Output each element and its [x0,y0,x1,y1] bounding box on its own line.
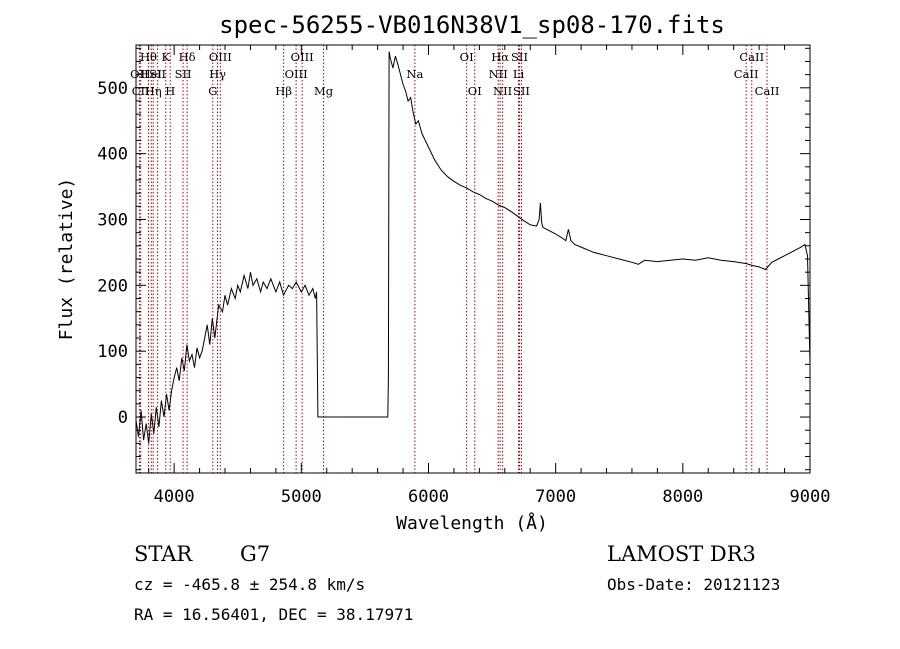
line-label: G [208,84,217,98]
line-label: OI [460,50,474,64]
x-tick-label: 4000 [154,487,195,507]
line-label: SII [175,67,192,81]
line-label: Hη [145,84,162,98]
line-label: HeI [141,67,162,81]
coordinates: RA = 16.56401, DEC = 38.17971 [134,605,413,624]
line-label: SII [511,50,528,64]
x-axis: 4000 5000 6000 7000 8000 9000 [148,45,831,507]
chart-title: spec-56255-VB016N38V1_sp08-170.fits [219,11,725,39]
y-axis-title: Flux (relative) [56,178,77,341]
line-label: CaII [734,67,759,81]
x-tick-label: 5000 [281,487,322,507]
y-tick-label: 400 [97,145,128,165]
line-label: OIII [209,50,232,64]
y-tick-label: 300 [97,210,128,230]
line-label: Na [406,67,423,81]
x-axis-title: Wavelength (Å) [396,512,548,534]
object-class: STAR [134,542,193,566]
y-tick-label: 200 [97,276,128,296]
line-label: NII [489,67,508,81]
x-tick-label: 8000 [662,487,703,507]
line-label: Mg [314,84,334,98]
line-label: CaII [739,50,764,64]
line-label: H [165,84,175,98]
line-label: OIII [285,67,308,81]
line-label: NII [493,84,512,98]
x-tick-label: 7000 [535,487,576,507]
line-label: Hα [491,50,509,64]
object-subclass: G7 [240,542,270,566]
obs-date: Obs-Date: 20121123 [607,575,780,594]
spectral-line-markers [138,45,768,473]
x-tick-label: 6000 [408,487,449,507]
line-label: OI [468,84,482,98]
spectrum-line [135,51,811,444]
x-tick-label: 9000 [790,487,831,507]
line-label: Hβ [275,84,292,98]
line-label: OII [130,67,149,81]
line-label: Li [513,67,525,81]
survey-name: LAMOST DR3 [607,542,756,566]
y-tick-label: 100 [97,342,128,362]
y-tick-label: 0 [118,408,128,428]
line-label: CaII [755,84,780,98]
line-label: K [161,50,170,64]
y-axis: 0 100 200 300 400 500 [97,47,810,471]
line-label: SII [149,67,166,81]
y-tick-label: 500 [97,79,128,99]
plot-frame [135,44,811,474]
redshift-text: cz = -465.8 ± 254.8 km/s [134,575,365,594]
line-label: Hθ [140,50,157,64]
line-label: Hδ [179,50,196,64]
line-label: SII [513,84,530,98]
line-label: OIII [291,50,314,64]
line-label: Hγ [209,67,226,81]
